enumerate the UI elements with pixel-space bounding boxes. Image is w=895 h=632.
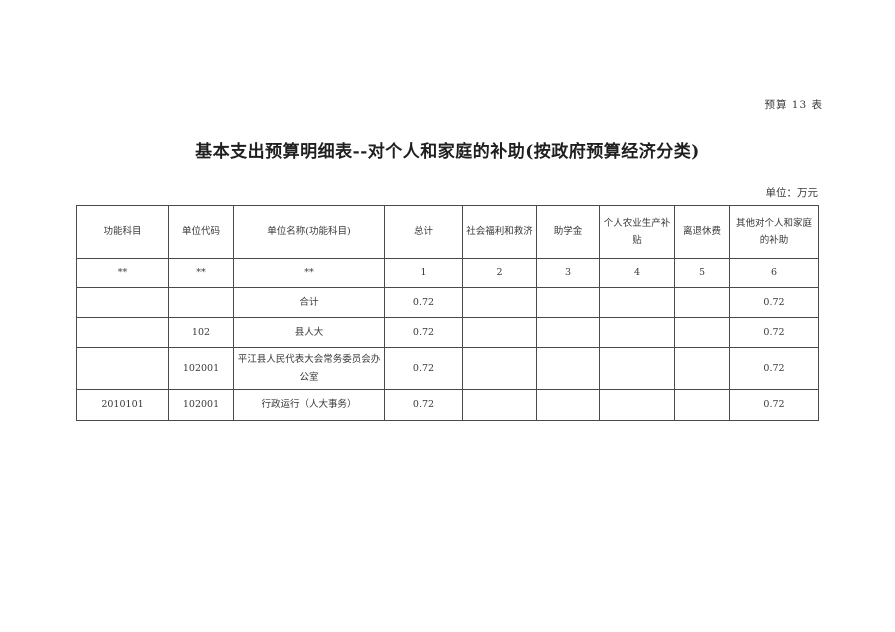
table-header-row: 功能科目 单位代码 单位名称(功能科目) 总计 社会福利和救济 助学金 个人农业…: [76, 205, 819, 259]
cell-total: 0.72: [384, 317, 463, 348]
cell-social-welfare: [462, 389, 537, 421]
cell-grants: [536, 287, 600, 318]
cell-other-subsidy: 0.72: [729, 347, 819, 390]
column-header-agricultural-subsidy: 个人农业生产补贴: [599, 205, 675, 259]
cell-other-subsidy: 0.72: [729, 287, 819, 318]
cell-unit-code: 102: [168, 317, 234, 348]
column-header-retirement: 离退休费: [674, 205, 730, 259]
budget-table: 功能科目 单位代码 单位名称(功能科目) 总计 社会福利和救济 助学金 个人农业…: [76, 205, 819, 421]
cell-unit-code: [168, 287, 234, 318]
cell-retirement: [674, 287, 730, 318]
index-cell: 5: [674, 258, 730, 288]
cell-grants: [536, 347, 600, 390]
cell-unit-code: 102001: [168, 347, 234, 390]
cell-social-welfare: [462, 317, 537, 348]
column-header-unit-name: 单位名称(功能科目): [233, 205, 385, 259]
index-cell: **: [168, 258, 234, 288]
column-header-other-subsidy: 其他对个人和家庭的补助: [729, 205, 819, 259]
cell-total: 0.72: [384, 347, 463, 390]
cell-function-subject: [76, 347, 169, 390]
column-header-unit-code: 单位代码: [168, 205, 234, 259]
cell-total: 0.72: [384, 389, 463, 421]
column-header-total: 总计: [384, 205, 463, 259]
cell-function-subject: 2010101: [76, 389, 169, 421]
index-cell: 4: [599, 258, 675, 288]
cell-function-subject: [76, 317, 169, 348]
table-index-row: ** ** ** 1 2 3 4 5 6: [76, 258, 819, 288]
cell-retirement: [674, 347, 730, 390]
cell-unit-name: 平江县人民代表大会常务委员会办公室: [233, 347, 385, 390]
index-cell: **: [233, 258, 385, 288]
table-row: 102001 平江县人民代表大会常务委员会办公室 0.72 0.72: [76, 347, 819, 390]
cell-unit-code: 102001: [168, 389, 234, 421]
cell-agricultural-subsidy: [599, 287, 675, 318]
column-header-function-subject: 功能科目: [76, 205, 169, 259]
page-title: 基本支出预算明细表--对个人和家庭的补助(按政府预算经济分类): [195, 142, 700, 162]
table-row: 102 县人大 0.72 0.72: [76, 317, 819, 348]
cell-retirement: [674, 389, 730, 421]
cell-grants: [536, 317, 600, 348]
cell-total: 0.72: [384, 287, 463, 318]
index-cell: 3: [536, 258, 600, 288]
cell-retirement: [674, 317, 730, 348]
column-header-grants: 助学金: [536, 205, 600, 259]
cell-other-subsidy: 0.72: [729, 317, 819, 348]
table-row: 合计 0.72 0.72: [76, 287, 819, 318]
cell-social-welfare: [462, 287, 537, 318]
cell-unit-name: 合计: [233, 287, 385, 318]
cell-agricultural-subsidy: [599, 347, 675, 390]
index-cell: 1: [384, 258, 463, 288]
cell-unit-name: 行政运行（人大事务）: [233, 389, 385, 421]
column-header-social-welfare: 社会福利和救济: [462, 205, 537, 259]
doc-number-label: 预算 13 表: [764, 99, 823, 111]
cell-agricultural-subsidy: [599, 317, 675, 348]
cell-function-subject: [76, 287, 169, 318]
cell-other-subsidy: 0.72: [729, 389, 819, 421]
unit-note: 单位：万元: [765, 187, 819, 199]
index-cell: 2: [462, 258, 537, 288]
cell-agricultural-subsidy: [599, 389, 675, 421]
cell-social-welfare: [462, 347, 537, 390]
cell-unit-name: 县人大: [233, 317, 385, 348]
cell-grants: [536, 389, 600, 421]
index-cell: **: [76, 258, 169, 288]
table-row: 2010101 102001 行政运行（人大事务） 0.72 0.72: [76, 389, 819, 421]
index-cell: 6: [729, 258, 819, 288]
